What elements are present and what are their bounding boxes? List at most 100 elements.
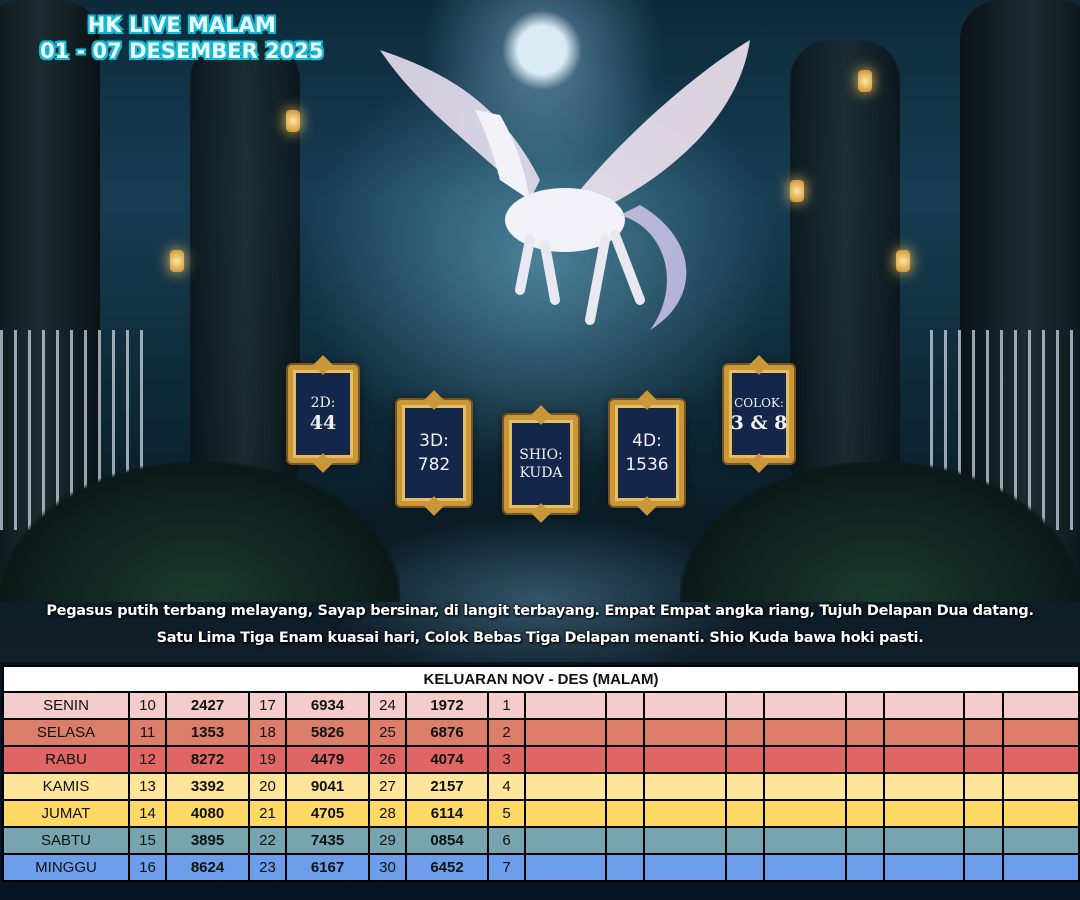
- empty-cell: [605, 745, 645, 774]
- lantern-icon: [790, 180, 804, 202]
- empty-cell: [763, 745, 847, 774]
- result-cell: 4479: [285, 745, 370, 774]
- empty-cell: [763, 853, 847, 882]
- empty-cell: [1002, 853, 1080, 882]
- empty-cell: [524, 826, 607, 855]
- prediction-value: 782: [417, 455, 451, 475]
- empty-cell: [883, 853, 965, 882]
- date-cell: 16: [128, 853, 167, 882]
- empty-cell: [725, 799, 765, 828]
- empty-cell: [605, 826, 645, 855]
- empty-cell: [524, 691, 607, 720]
- empty-cell: [524, 718, 607, 747]
- result-cell: 6876: [405, 718, 489, 747]
- day-cell: SENIN: [2, 691, 130, 720]
- date-cell: 5: [487, 799, 526, 828]
- day-cell: SABTU: [2, 826, 130, 855]
- poster-background: HK LIVE MALAM 01 - 07 DESEMBER 2025 2D: …: [0, 0, 1080, 662]
- empty-cell: [963, 691, 1004, 720]
- empty-cell: [963, 853, 1004, 882]
- date-cell: 27: [368, 772, 407, 801]
- empty-cell: [845, 718, 885, 747]
- date-cell: 23: [248, 853, 287, 882]
- poem-caption: Pegasus putih terbang melayang, Sayap be…: [0, 598, 1080, 652]
- date-cell: 18: [248, 718, 287, 747]
- empty-cell: [763, 772, 847, 801]
- empty-cell: [605, 772, 645, 801]
- empty-cell: [643, 799, 727, 828]
- table-row: RABU 12 8272 19 4479 26 4074 3: [2, 745, 1080, 774]
- empty-cell: [643, 853, 727, 882]
- empty-cell: [963, 718, 1004, 747]
- empty-cell: [524, 772, 607, 801]
- result-cell: 1353: [165, 718, 250, 747]
- prediction-shio-card: SHIO: KUDA: [504, 415, 578, 513]
- date-cell: 11: [128, 718, 167, 747]
- empty-cell: [845, 745, 885, 774]
- empty-cell: [643, 718, 727, 747]
- prediction-value: 44: [309, 412, 337, 434]
- result-cell: 5826: [285, 718, 370, 747]
- empty-cell: [883, 772, 965, 801]
- empty-cell: [1002, 745, 1080, 774]
- prediction-colok-card: COLOK: 3 & 8: [724, 365, 794, 463]
- empty-cell: [1002, 772, 1080, 801]
- day-cell: SELASA: [2, 718, 130, 747]
- poster-title: HK LIVE MALAM 01 - 07 DESEMBER 2025: [40, 12, 324, 64]
- empty-cell: [963, 826, 1004, 855]
- lantern-icon: [286, 110, 300, 132]
- title-line-2: 01 - 07 DESEMBER 2025: [40, 39, 324, 63]
- empty-cell: [605, 718, 645, 747]
- date-cell: 28: [368, 799, 407, 828]
- flowers-right: [680, 462, 1080, 602]
- date-cell: 2: [487, 718, 526, 747]
- empty-cell: [963, 772, 1004, 801]
- empty-cell: [963, 799, 1004, 828]
- result-cell: 1972: [405, 691, 489, 720]
- date-cell: 3: [487, 745, 526, 774]
- result-cell: 4705: [285, 799, 370, 828]
- date-cell: 10: [128, 691, 167, 720]
- date-cell: 7: [487, 853, 526, 882]
- result-cell: 6452: [405, 853, 489, 882]
- prediction-4d-card: 4D: 1536: [610, 400, 684, 506]
- day-cell: MINGGU: [2, 853, 130, 882]
- empty-cell: [605, 691, 645, 720]
- empty-cell: [643, 772, 727, 801]
- table-row: JUMAT 14 4080 21 4705 28 6114 5: [2, 799, 1080, 828]
- caption-line-1: Pegasus putih terbang melayang, Sayap be…: [46, 603, 1034, 619]
- prediction-label: COLOK:: [734, 396, 784, 410]
- lantern-icon: [896, 250, 910, 272]
- prediction-label: 4D:: [632, 431, 662, 451]
- date-cell: 26: [368, 745, 407, 774]
- prediction-value: 1536: [625, 455, 669, 475]
- empty-cell: [763, 691, 847, 720]
- date-cell: 30: [368, 853, 407, 882]
- result-cell: 7435: [285, 826, 370, 855]
- empty-cell: [643, 826, 727, 855]
- result-cell: 6114: [405, 799, 489, 828]
- date-cell: 1: [487, 691, 526, 720]
- empty-cell: [763, 799, 847, 828]
- date-cell: 13: [128, 772, 167, 801]
- date-cell: 22: [248, 826, 287, 855]
- empty-cell: [883, 745, 965, 774]
- result-cell: 2157: [405, 772, 489, 801]
- empty-cell: [883, 799, 965, 828]
- prediction-label: 3D:: [419, 431, 449, 451]
- result-cell: 3895: [165, 826, 250, 855]
- empty-cell: [963, 745, 1004, 774]
- result-cell: 8624: [165, 853, 250, 882]
- empty-cell: [725, 745, 765, 774]
- prediction-2d-card: 2D: 44: [288, 365, 358, 463]
- prediction-label: SHIO:: [519, 447, 563, 463]
- empty-cell: [845, 826, 885, 855]
- date-cell: 6: [487, 826, 526, 855]
- empty-cell: [883, 826, 965, 855]
- date-cell: 17: [248, 691, 287, 720]
- empty-cell: [1002, 799, 1080, 828]
- table-row: SENIN 10 2427 17 6934 24 1972 1: [2, 691, 1080, 720]
- day-cell: JUMAT: [2, 799, 130, 828]
- result-cell: 6934: [285, 691, 370, 720]
- lantern-icon: [858, 70, 872, 92]
